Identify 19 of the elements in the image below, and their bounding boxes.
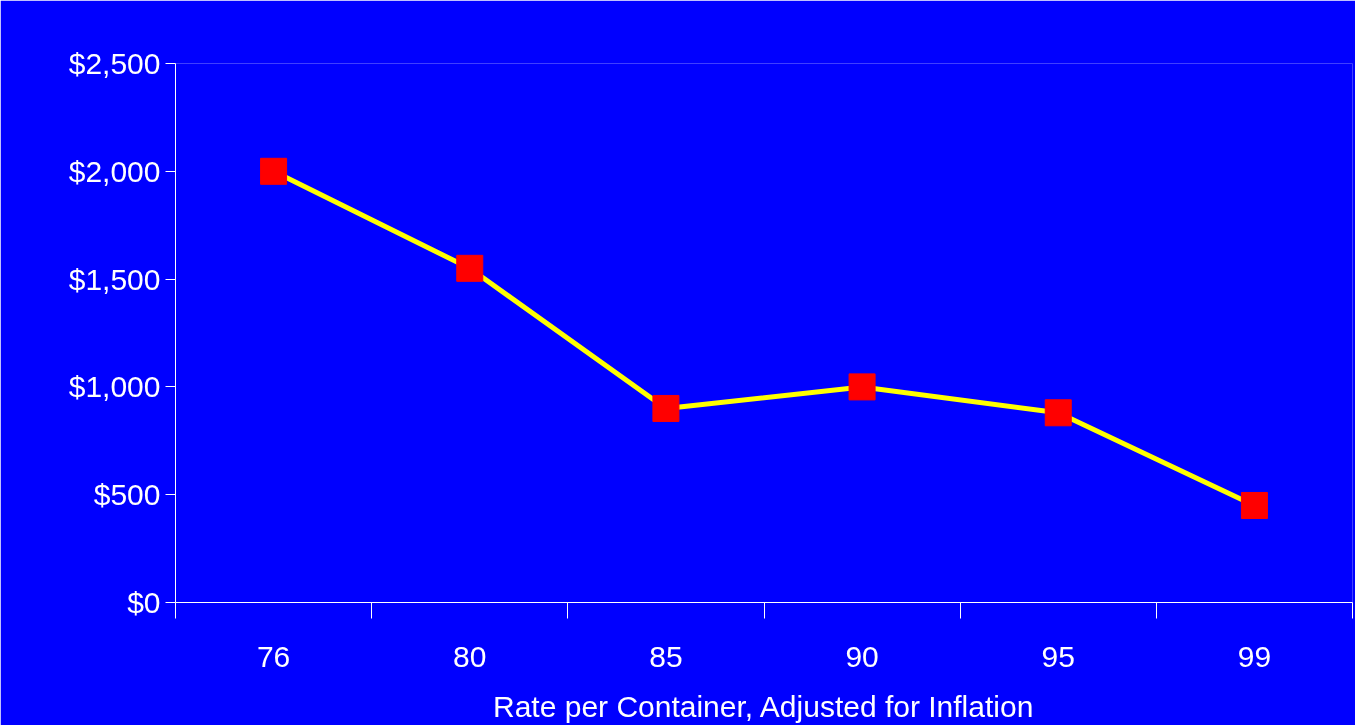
y-tick-label: $500	[93, 478, 161, 512]
y-tick-label: $2,000	[68, 154, 161, 188]
x-tick-label: 95	[1041, 639, 1075, 673]
point	[652, 394, 680, 422]
x-tick-label: 85	[649, 639, 683, 673]
x-tick-label: 99	[1237, 639, 1272, 673]
x-tick-label: 90	[845, 639, 879, 673]
x-tick-label: 80	[453, 639, 487, 673]
y-tick-label: $1,500	[68, 262, 161, 296]
point	[456, 254, 484, 282]
point	[260, 157, 288, 185]
point	[1240, 491, 1268, 519]
y-tick-label: $0	[127, 586, 161, 619]
x-tick-label: 76	[256, 639, 291, 673]
x-axis-title: Rate per Container, Adjusted for Inflation	[493, 689, 1034, 723]
y-tick-label: $1,000	[68, 370, 161, 404]
point	[848, 373, 876, 401]
y-tick-label: $2,500	[68, 47, 161, 80]
point	[1044, 399, 1072, 427]
